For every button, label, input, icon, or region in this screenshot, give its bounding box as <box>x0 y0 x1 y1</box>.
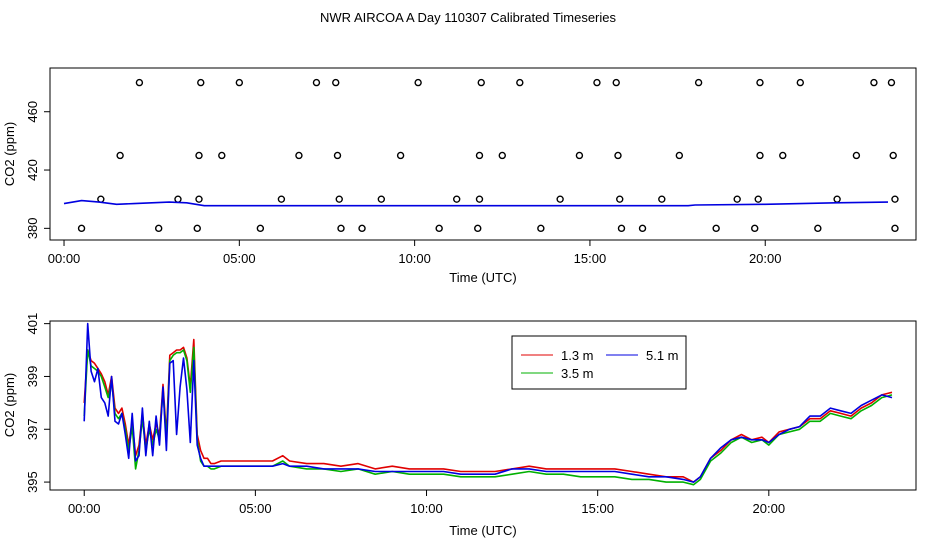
scatter-point <box>796 78 804 87</box>
scatter-point <box>295 151 303 160</box>
scatter-point <box>756 78 764 87</box>
scatter-point <box>193 224 201 233</box>
legend-box <box>511 335 687 390</box>
panel-top-ylabel: CO2 (ppm) <box>2 122 17 186</box>
scatter-point <box>891 195 899 203</box>
scatter-point <box>756 151 764 160</box>
scatter-point <box>779 151 787 160</box>
scatter-point <box>733 195 741 203</box>
scatter-point <box>135 78 144 87</box>
scatter-point <box>498 151 506 160</box>
scatter-point <box>256 224 265 233</box>
p1-ytick-label: 401 <box>25 313 40 335</box>
scatter-point <box>575 151 584 160</box>
p0-xtick-label: 20:00 <box>749 251 782 266</box>
scatter-point <box>358 224 366 233</box>
scatter-point <box>516 78 524 87</box>
scatter-point <box>833 195 841 203</box>
p0-ytick-label: 420 <box>25 159 40 181</box>
scatter-point <box>335 195 343 203</box>
panel-bottom-xlabel: Time (UTC) <box>449 523 516 538</box>
p1-xtick-label: 05:00 <box>239 501 272 516</box>
panel-bottom-frame <box>49 320 917 491</box>
scatter-point <box>617 224 626 233</box>
scatter-point <box>312 78 321 87</box>
p1-series-5-1-m <box>83 322 893 483</box>
scatter-point <box>751 224 759 233</box>
scatter-point <box>814 224 822 233</box>
scatter-point <box>195 195 203 203</box>
p1-series-1-3-m <box>83 338 893 483</box>
p0-xtick-label: 10:00 <box>398 251 431 266</box>
panel-top: 00:00 05:00 10:00 15:00 20:00 380 420 460 Time… <box>2 67 917 285</box>
p0-xtick-label: 05:00 <box>223 251 256 266</box>
scatter-point <box>235 78 244 87</box>
scatter-point <box>889 151 897 160</box>
p0-xtick-label: 00:00 <box>48 251 81 266</box>
scatter-point <box>174 195 182 203</box>
p1-ytick-label: 395 <box>25 471 40 493</box>
scatter-point <box>537 224 545 233</box>
p0-ytick-label: 380 <box>25 217 40 239</box>
p1-series-3-5-m <box>83 346 893 486</box>
scatter-point <box>593 78 601 87</box>
p1-xtick-label: 00:00 <box>68 501 101 516</box>
chart-title: NWR AIRCOA A Day 110307 Calibrated Times… <box>320 10 616 25</box>
scatter-point <box>337 224 345 233</box>
scatter-point <box>754 195 762 203</box>
scatter-point <box>475 195 484 203</box>
scatter-point <box>852 151 861 160</box>
scatter-point <box>154 224 163 233</box>
scatter-point <box>333 151 342 160</box>
p0-ytick-label: 460 <box>25 101 40 123</box>
scatter-point <box>638 224 647 233</box>
scatter-point <box>277 195 286 203</box>
p1-xtick-label: 20:00 <box>753 501 786 516</box>
scatter-point <box>612 78 620 87</box>
scatter-point <box>377 195 386 203</box>
p1-xtick-label: 10:00 <box>410 501 443 516</box>
legend-label-1-3m: 1.3 m <box>561 348 594 363</box>
p0-series-5-1-m <box>63 199 889 207</box>
p0-xtick-label: 15:00 <box>574 251 607 266</box>
legend-label-3-5m: 3.5 m <box>561 366 594 381</box>
scatter-point <box>332 78 340 87</box>
scatter-point <box>870 78 878 87</box>
panel-bottom: 00:00 05:00 10:00 15:00 20:00 395 397 399 401 T… <box>2 313 917 538</box>
p1-xtick-label: 15:00 <box>581 501 614 516</box>
scatter-point <box>474 224 482 233</box>
scatter-point <box>616 195 624 203</box>
scatter-point <box>477 78 485 87</box>
scatter-point <box>414 78 422 87</box>
scatter-point <box>435 224 443 233</box>
scatter-point <box>556 195 564 203</box>
scatter-point <box>195 151 203 160</box>
scatter-point <box>475 151 484 160</box>
scatter-point <box>396 151 405 160</box>
scatter-point <box>77 224 86 233</box>
p1-ytick-label: 399 <box>25 366 40 388</box>
scatter-point <box>658 195 666 203</box>
scatter-point <box>887 78 896 87</box>
scatter-point <box>712 224 720 233</box>
scatter-point <box>197 78 205 87</box>
scatter-point <box>218 151 226 160</box>
scatter-point <box>675 151 684 160</box>
panel-top-xlabel: Time (UTC) <box>449 270 516 285</box>
scatter-point <box>116 151 124 160</box>
scatter-point <box>453 195 461 203</box>
scatter-point <box>891 224 899 233</box>
legend: 1.3 m 5.1 m 3.5 m <box>511 335 687 390</box>
scatter-point <box>614 151 622 160</box>
panel-bottom-ylabel: CO2 (ppm) <box>2 373 17 437</box>
legend-label-5-1m: 5.1 m <box>646 348 679 363</box>
scatter-point <box>694 78 703 87</box>
p1-ytick-label: 397 <box>25 418 40 440</box>
